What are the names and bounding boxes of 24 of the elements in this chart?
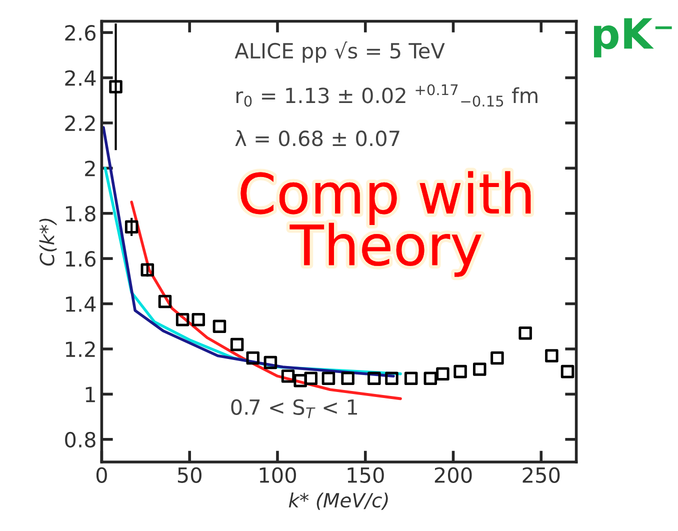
y-tick-label: 0.8 — [65, 432, 96, 448]
y-tick-label: 1.4 — [66, 296, 96, 312]
y-tick-label: 2 — [85, 160, 95, 176]
y-tick-label: 1.6 — [66, 251, 96, 267]
annotation: 0.7 < S$_{T}$ < 1 — [231, 399, 357, 418]
annotation: ALICE pp √s = 5 TeV — [234, 41, 445, 63]
annotation: λ = 0.68 ± 0.07 — [235, 130, 400, 146]
y-tick-label: 1.8 — [66, 206, 96, 222]
text: pK⁻ — [594, 18, 672, 58]
x-tick-label: 250 — [522, 467, 560, 483]
y-tick-label: 1.2 — [66, 341, 95, 357]
x-tick-label: 200 — [434, 467, 472, 483]
y-tick-label: 2.6 — [65, 24, 96, 41]
x-axis-title: k* (MeV/c) — [288, 492, 388, 510]
x-tick-label: 0 — [96, 467, 107, 483]
y-axis-title: C(k*) — [39, 218, 57, 266]
y-tick-label: 2.4 — [65, 70, 96, 86]
x-tick-label: 100 — [260, 467, 296, 483]
y-tick-label: 1 — [86, 386, 95, 402]
annotation: Comp with Theory — [240, 171, 531, 277]
annotation: r$_{0}$ = 1.13 ± 0.02 $^{+0.17}$$_{−0.15}$ fm — [236, 84, 538, 107]
x-tick-label: 50 — [178, 467, 202, 483]
y-tick-label: 2.2 — [65, 115, 95, 131]
x-tick-label: 150 — [348, 467, 384, 483]
